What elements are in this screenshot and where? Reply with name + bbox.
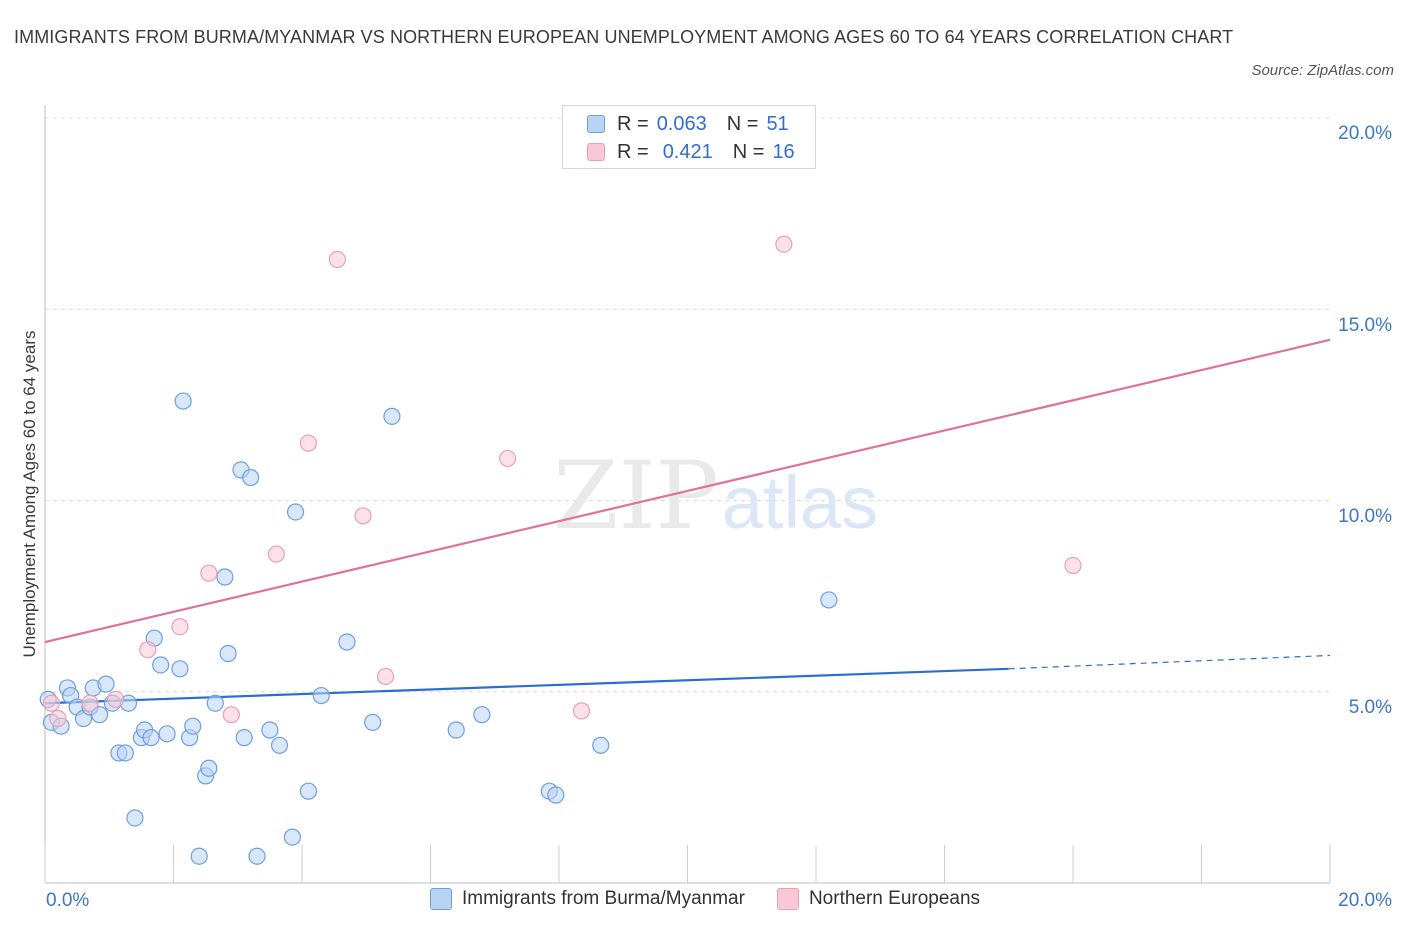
series-legend: Immigrants from Burma/Myanmar Northern E…: [430, 888, 1012, 910]
legend-n-value: 51: [766, 112, 789, 135]
legend-r-value: 0.421: [662, 140, 713, 163]
watermark-zip: ZIP: [553, 442, 719, 551]
point-burma: [364, 713, 382, 731]
point-northern: [572, 702, 591, 720]
legend-r-label: R =: [617, 112, 649, 135]
trend-line-burma-extension: [1008, 654, 1331, 670]
x-tick-label-max: 20.0%: [1338, 890, 1392, 911]
point-northern: [376, 667, 395, 686]
series-legend-burma: Immigrants from Burma/Myanmar: [430, 888, 745, 910]
legend-r-label: R =: [617, 140, 649, 163]
point-burma: [242, 468, 260, 487]
point-burma: [547, 786, 565, 804]
point-burma: [190, 847, 208, 865]
legend-row-northern: R = 0.421 N = 16: [587, 138, 795, 166]
point-burma: [184, 717, 202, 735]
legend-r-value: 0.063: [656, 112, 707, 135]
point-northern: [328, 250, 346, 269]
point-burma: [219, 644, 237, 663]
data-points: [39, 235, 1082, 865]
point-burma: [158, 725, 176, 743]
point-burma: [216, 568, 234, 586]
point-burma: [152, 656, 170, 674]
point-northern: [267, 545, 285, 563]
point-northern: [107, 690, 125, 709]
legend-n-label: N =: [732, 140, 765, 163]
point-burma: [820, 591, 838, 609]
series-legend-northern: Northern Europeans: [776, 888, 981, 910]
point-burma: [338, 633, 356, 651]
gridlines: [45, 117, 1330, 693]
point-burma: [473, 706, 491, 724]
point-northern: [299, 434, 318, 452]
watermark-atlas: atlas: [722, 461, 878, 544]
point-northern: [81, 694, 99, 712]
legend-n-label: N =: [726, 112, 759, 135]
point-northern: [49, 709, 67, 728]
point-burma: [200, 759, 218, 777]
y-tick-label-20: 20.0%: [1338, 123, 1392, 144]
point-northern: [171, 618, 189, 636]
legend-row-burma: R = 0.063 N = 51: [587, 110, 789, 138]
series-swatch-blue: [430, 888, 452, 910]
trend-lines: [44, 338, 1331, 705]
point-burma: [97, 675, 115, 693]
point-burma: [91, 706, 109, 724]
legend-swatch-pink: [587, 143, 605, 161]
legend-n-value: 16: [772, 140, 795, 163]
point-burma: [592, 736, 610, 754]
point-burma: [116, 744, 134, 762]
point-northern: [1064, 556, 1082, 575]
point-northern: [499, 449, 517, 468]
y-tick-label-5: 5.0%: [1348, 697, 1392, 718]
legend-swatch-blue: [587, 115, 605, 133]
trend-line-burma: [44, 667, 1009, 705]
chart-title: IMMIGRANTS FROM BURMA/MYANMAR VS NORTHER…: [14, 27, 1234, 47]
axes: [44, 105, 1331, 884]
point-burma: [174, 392, 192, 410]
point-burma: [235, 729, 253, 747]
point-burma: [299, 782, 318, 800]
point-burma: [126, 809, 144, 827]
point-burma: [171, 660, 189, 678]
point-burma: [270, 736, 289, 754]
point-burma: [312, 686, 330, 705]
point-burma: [142, 729, 160, 747]
series-swatch-pink: [776, 888, 799, 910]
source-label: Source: ZipAtlas.com: [1251, 62, 1394, 79]
point-northern: [200, 564, 218, 582]
x-tick-label-min: 0.0%: [46, 890, 90, 911]
series-label-burma: Immigrants from Burma/Myanmar: [462, 888, 745, 909]
point-burma: [383, 407, 401, 425]
point-northern: [775, 235, 793, 253]
point-burma: [248, 847, 266, 865]
point-northern: [139, 641, 157, 659]
trend-line-northern: [44, 338, 1331, 644]
y-tick-label-15: 15.0%: [1338, 315, 1392, 336]
point-burma: [447, 721, 465, 739]
point-burma: [206, 694, 224, 712]
point-northern: [354, 507, 372, 525]
correlation-legend: R = 0.063 N = 51 R = 0.421 N = 16: [562, 105, 816, 169]
point-northern: [222, 706, 240, 724]
series-label-northern: Northern Europeans: [808, 888, 981, 909]
point-northern: [42, 694, 61, 712]
point-burma: [261, 721, 279, 739]
y-tick-label-10: 10.0%: [1338, 506, 1392, 527]
point-burma: [283, 828, 301, 846]
watermark: ZIP atlas: [553, 442, 878, 551]
point-burma: [286, 503, 305, 521]
